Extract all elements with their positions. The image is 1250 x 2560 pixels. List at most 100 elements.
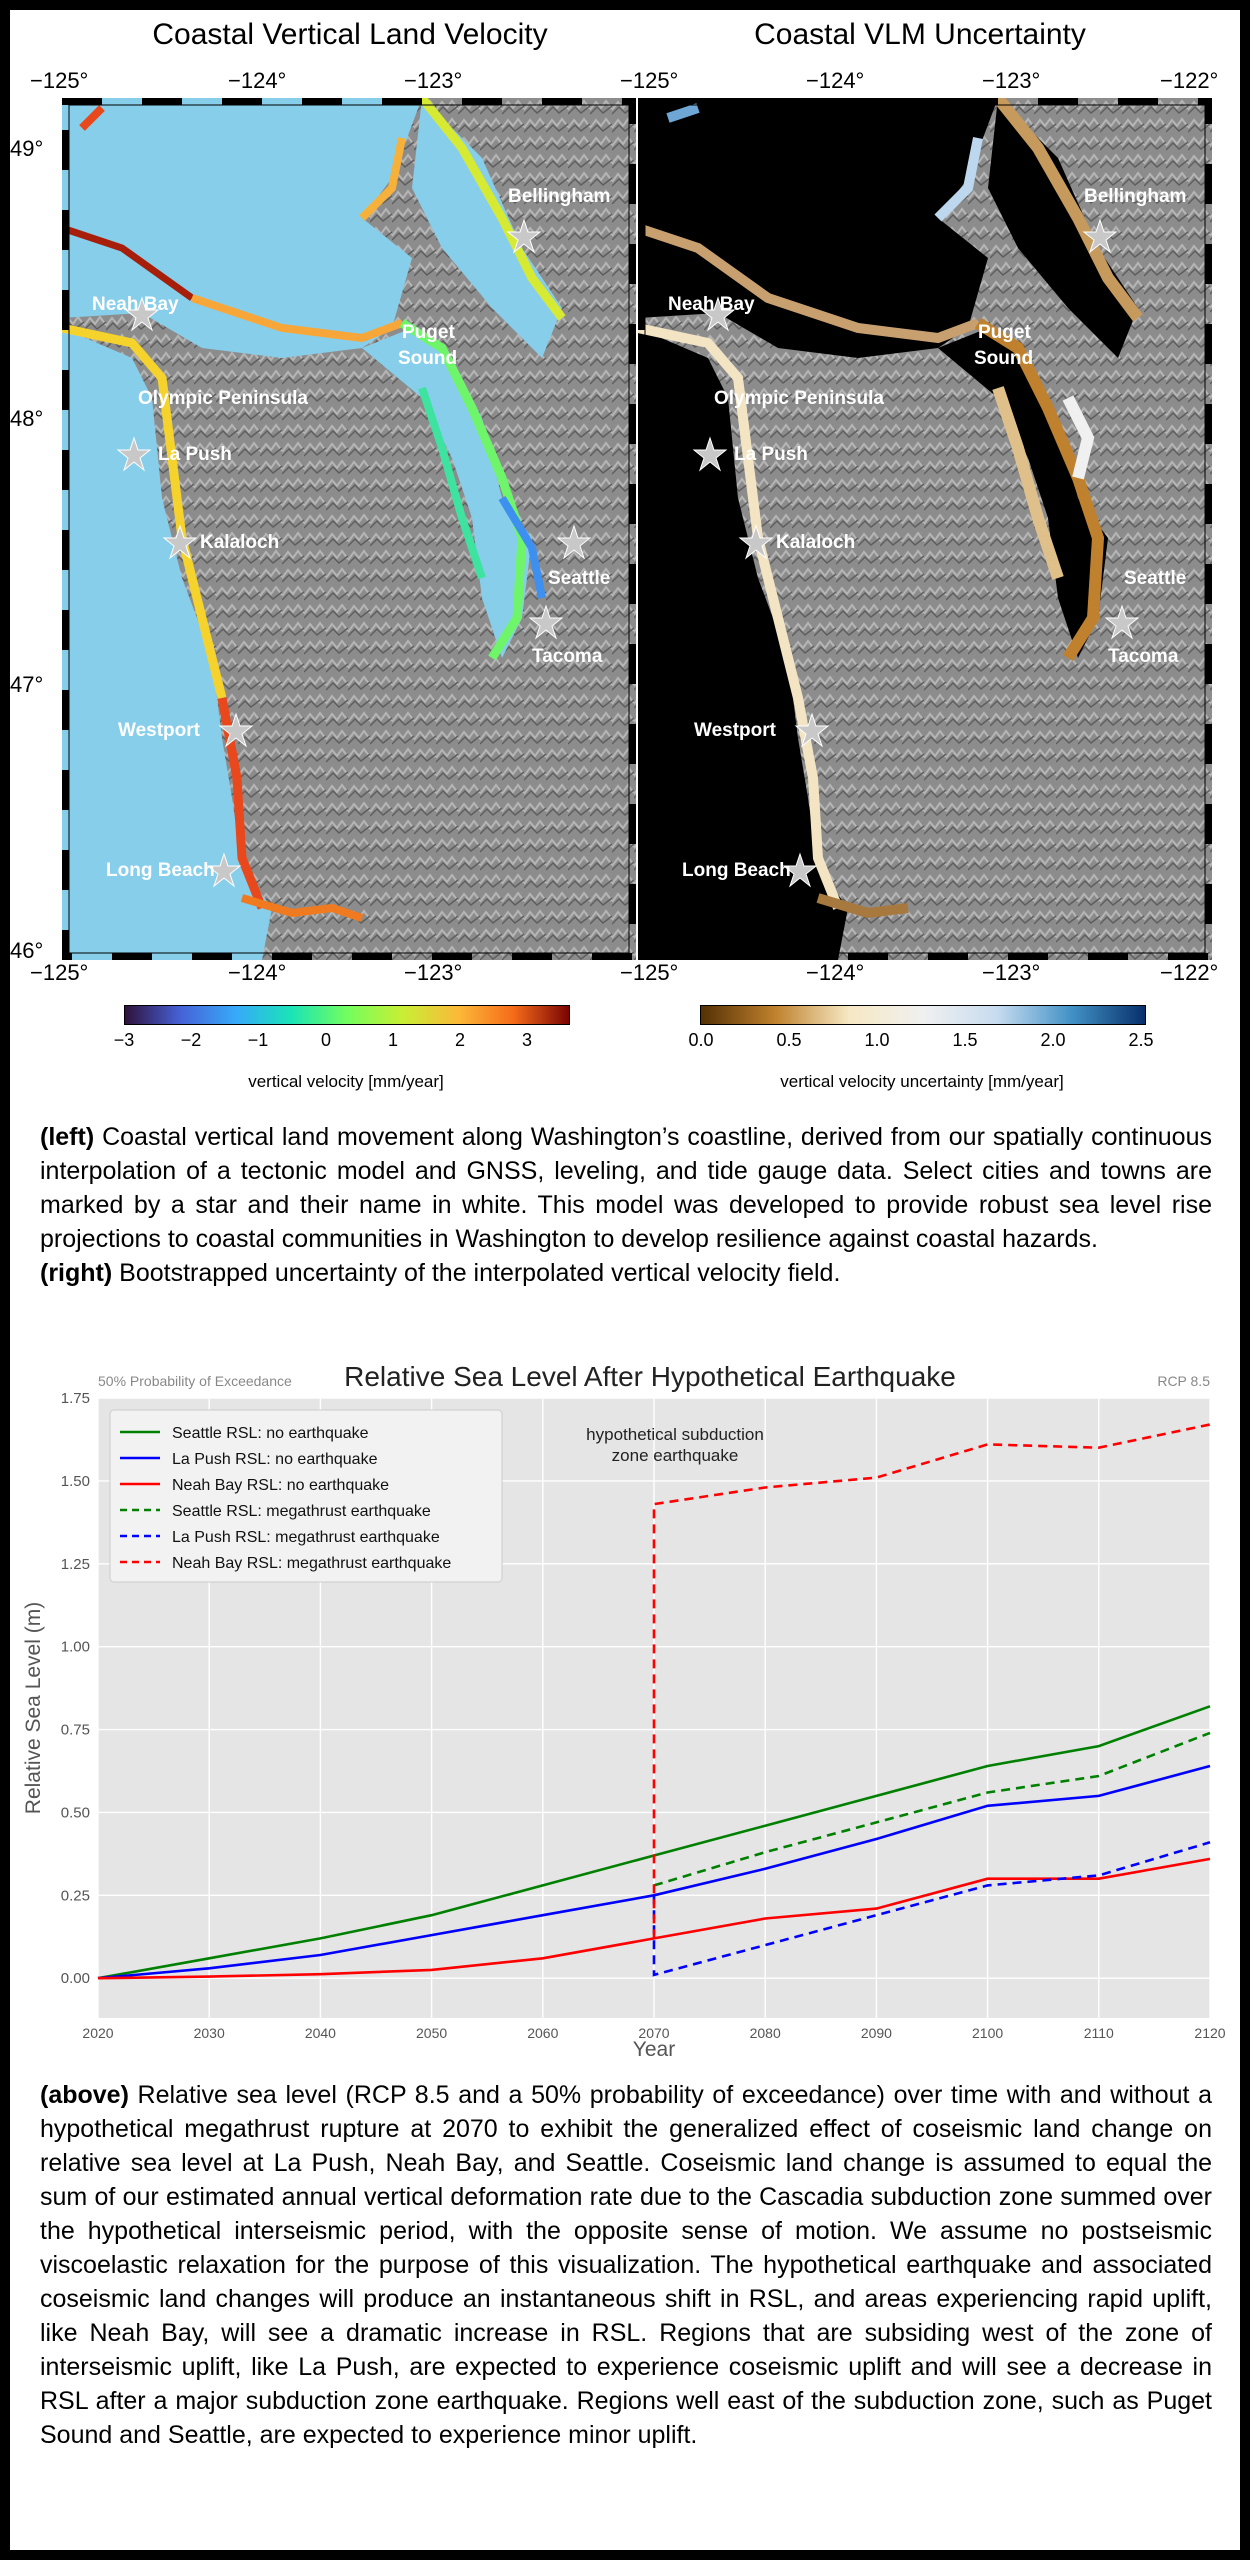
colorbar-tick: 3: [521, 1030, 532, 1050]
legend-label: Seattle RSL: megathrust earthquake: [172, 1503, 431, 1520]
right-map-title: Coastal VLM Uncertainty: [754, 18, 1086, 51]
city-label: Seattle: [548, 568, 610, 589]
lon-tick: −124°: [806, 960, 865, 985]
y-tick-label: 1.25: [61, 1556, 90, 1573]
x-tick-label: 2070: [638, 2025, 669, 2041]
city-label: Olympic Peninsula: [138, 388, 308, 409]
city-label: Westport: [694, 720, 777, 741]
lon-tick: −123°: [982, 960, 1041, 985]
y-tick-label: 0.75: [61, 1722, 90, 1739]
city-label: Tacoma: [1108, 646, 1179, 667]
axis-ticks: 2020 2030 2040 2050 2060 2070 2080 2090 2100 2110…: [61, 1390, 1226, 2041]
series-line-4: [652, 1841, 1211, 1977]
y-tick-label: 1.75: [61, 1390, 90, 1407]
caption-right-text: Bootstrapped uncertainty of the interpol…: [112, 1259, 841, 1287]
city-label: Long Beach: [682, 860, 791, 881]
velocity-colorbar: [124, 1005, 570, 1025]
x-axis-label: Year: [633, 2038, 675, 2061]
series-line-5: [652, 1423, 1211, 1939]
city-label: Olympic Peninsula: [714, 388, 884, 409]
lon-tick: −125°: [620, 68, 679, 93]
colorbar-tick: −1: [247, 1030, 269, 1050]
x-tick-label: 2030: [194, 2025, 225, 2041]
x-tick-label: 2050: [416, 2025, 447, 2041]
city-label: Bellingham: [508, 186, 610, 207]
x-tick-label: 2080: [750, 2025, 781, 2041]
x-tick-label: 2040: [305, 2025, 336, 2041]
city-label: Westport: [118, 720, 201, 741]
lat-tick: 46°: [10, 938, 44, 963]
city-label: Neah Bay: [668, 294, 755, 315]
colorbar-tick: 2.5: [1128, 1030, 1154, 1050]
city-stars: [116, 218, 592, 888]
chart-subtitle-right: RCP 8.5: [1157, 1373, 1210, 1389]
city-label: Neah Bay: [92, 294, 179, 315]
ocean: [62, 98, 422, 358]
y-axis-label: Relative Sea Level (m): [22, 1602, 45, 1814]
caption-right-label: (right): [40, 1259, 113, 1287]
figure-page: Coastal Vertical Land Velocity −125° −12…: [10, 10, 1240, 2550]
colorbar-tick: 2.0: [1040, 1030, 1066, 1050]
city-label: La Push: [734, 444, 808, 465]
city-label: Sound: [398, 348, 457, 369]
x-tick-label: 2020: [82, 2025, 113, 2041]
uncertainty-colorbar: [700, 1005, 1146, 1025]
colorbar-tick: 1.0: [864, 1030, 890, 1050]
colorbar-tick: 0.0: [688, 1030, 714, 1050]
map-caption: (left) Coastal vertical land movement al…: [40, 1120, 1212, 1290]
lon-tick: −125°: [30, 960, 89, 985]
lon-tick: −124°: [806, 68, 865, 93]
lon-tick: −122°: [1160, 68, 1219, 93]
city-label: Tacoma: [532, 646, 603, 667]
lat-tick: 48°: [10, 406, 44, 431]
uncertainty-colorbar-label: vertical velocity uncertainty [mm/year]: [780, 1072, 1064, 1091]
city-label: Kalaloch: [776, 532, 855, 553]
colorbar-tick: 2: [454, 1030, 465, 1050]
y-tick-label: 1.50: [61, 1473, 90, 1490]
caption-left-label: (left): [40, 1123, 95, 1151]
rsl-chart: Relative Sea Level After Hypothetical Ea…: [22, 1361, 1226, 2061]
x-tick-label: 2090: [861, 2025, 892, 2041]
city-label: Puget: [402, 322, 455, 343]
colorbar-tick: 1: [387, 1030, 398, 1050]
legend-label: Neah Bay RSL: megathrust earthquake: [172, 1555, 451, 1572]
lon-tick: −123°: [404, 68, 463, 93]
city-label: Kalaloch: [200, 532, 279, 553]
colorbar-tick: 0: [320, 1030, 331, 1050]
series-lines: [97, 1423, 1211, 1980]
lon-tick: −123°: [404, 960, 463, 985]
x-tick-label: 2100: [972, 2025, 1003, 2041]
city-label: Seattle: [1124, 568, 1186, 589]
legend-label: Seattle RSL: no earthquake: [172, 1425, 369, 1442]
legend-label: La Push RSL: megathrust earthquake: [172, 1529, 440, 1546]
y-tick-label: 0.25: [61, 1887, 90, 1904]
chart-annotation-1: hypothetical subduction: [586, 1425, 764, 1444]
y-tick-label: 0.00: [61, 1970, 90, 1987]
lon-tick: −125°: [620, 960, 679, 985]
lat-tick: 49°: [10, 136, 44, 161]
lon-tick: −124°: [228, 960, 287, 985]
chart-title: Relative Sea Level After Hypothetical Ea…: [344, 1361, 956, 1392]
y-tick-label: 0.50: [61, 1804, 90, 1821]
velocity-colorbar-label: vertical velocity [mm/year]: [248, 1072, 444, 1091]
caption-above-label: (above): [40, 2081, 129, 2109]
x-tick-label: 2060: [527, 2025, 558, 2041]
colorbar-tick: 0.5: [776, 1030, 802, 1050]
x-tick-label: 2120: [1194, 2025, 1225, 2041]
city-label: Sound: [974, 348, 1033, 369]
left-velocity-map: Bellingham Neah Bay Puget Sound Olympic …: [62, 98, 636, 960]
chart-annotation-2: zone earthquake: [612, 1446, 739, 1465]
colorbar-tick: −2: [180, 1030, 202, 1050]
lon-tick: −122°: [1160, 960, 1219, 985]
legend-label: La Push RSL: no earthquake: [172, 1451, 378, 1468]
chart-caption: (above) Relative sea level (RCP 8.5 and …: [40, 2078, 1212, 2452]
lon-tick: −124°: [228, 68, 287, 93]
series-line-3: [653, 1731, 1211, 1887]
colorbar-tick: −3: [113, 1030, 135, 1050]
lat-tick: 47°: [10, 672, 44, 697]
lon-tick: −123°: [982, 68, 1041, 93]
city-label: La Push: [158, 444, 232, 465]
y-tick-label: 1.00: [61, 1639, 90, 1656]
chart-subtitle-left: 50% Probability of Exceedance: [98, 1373, 292, 1389]
city-label: Puget: [978, 322, 1031, 343]
